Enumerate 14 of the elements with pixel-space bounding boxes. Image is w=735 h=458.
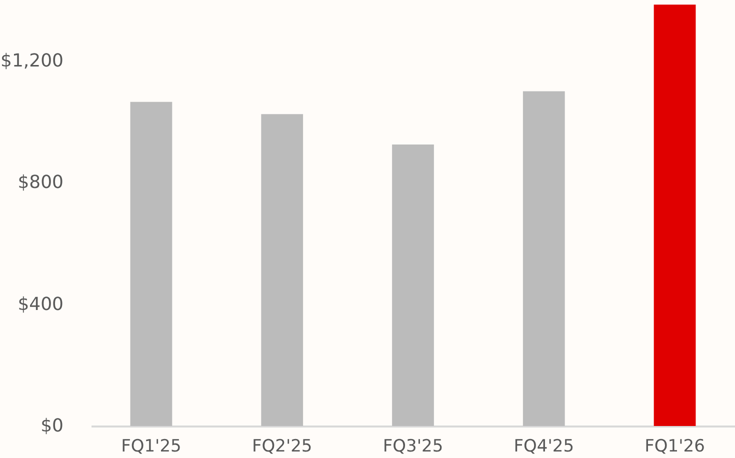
y-tick-label: $400 bbox=[18, 294, 64, 315]
x-tick-label: FQ3'25 bbox=[382, 436, 444, 456]
x-tick-label: FQ4'25 bbox=[514, 436, 574, 456]
x-tick-label: FQ1'26 bbox=[644, 436, 705, 456]
bar bbox=[522, 91, 565, 426]
y-tick-label: $800 bbox=[18, 172, 64, 194]
bar bbox=[392, 144, 434, 426]
bar bbox=[130, 102, 172, 426]
bar bbox=[654, 4, 696, 426]
x-tick-label: FQ1'25 bbox=[121, 436, 182, 456]
bar bbox=[261, 114, 304, 426]
y-tick-label: $0 bbox=[40, 416, 64, 436]
x-tick-label: FQ2'25 bbox=[252, 436, 312, 456]
y-tick-label: $1,200 bbox=[0, 50, 64, 72]
